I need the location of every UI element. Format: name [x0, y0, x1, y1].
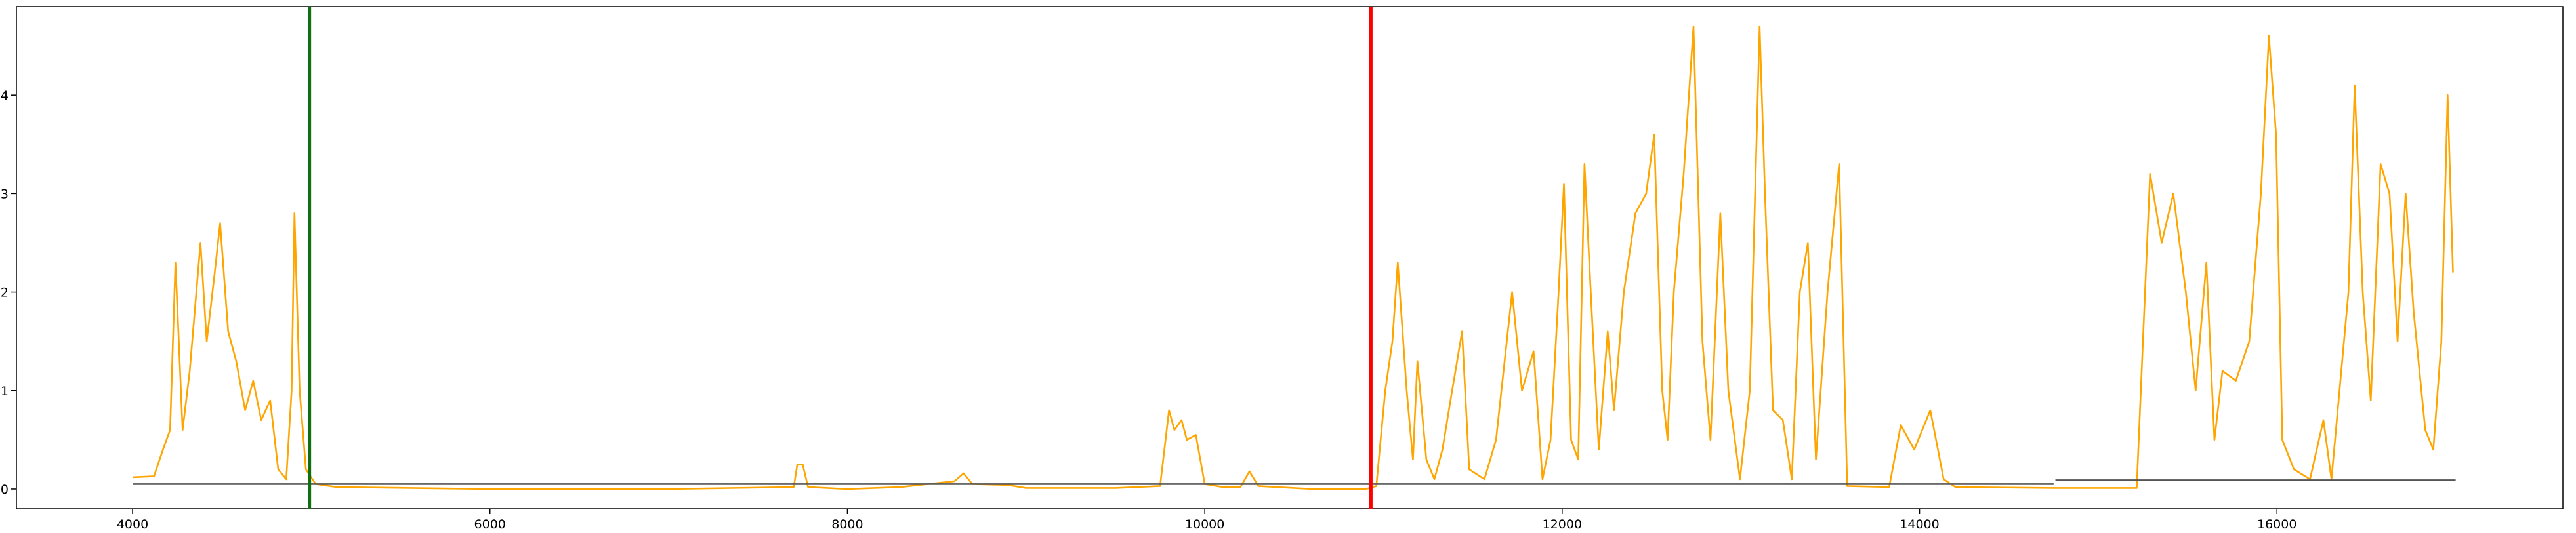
y-tick-label: 0.1 [0, 384, 9, 399]
x-tick-label: 14000 [1900, 517, 1939, 532]
y-tick-label: 0.3 [0, 187, 9, 201]
y-tick-label: 0.4 [0, 89, 9, 103]
x-tick-label: 10000 [1185, 517, 1224, 532]
y-tick-label: 0.0 [0, 483, 9, 497]
x-tick-label: 8000 [831, 517, 863, 532]
y-tick-label: 0.2 [0, 286, 9, 300]
x-tick-label: 6000 [474, 517, 506, 532]
data-line [132, 25, 2454, 490]
plot-frame [16, 6, 2564, 509]
x-tick-label: 12000 [1543, 517, 1582, 532]
x-tick-label: 4000 [117, 517, 148, 532]
data-line [133, 479, 2456, 485]
x-tick-label: 16000 [2257, 517, 2296, 532]
